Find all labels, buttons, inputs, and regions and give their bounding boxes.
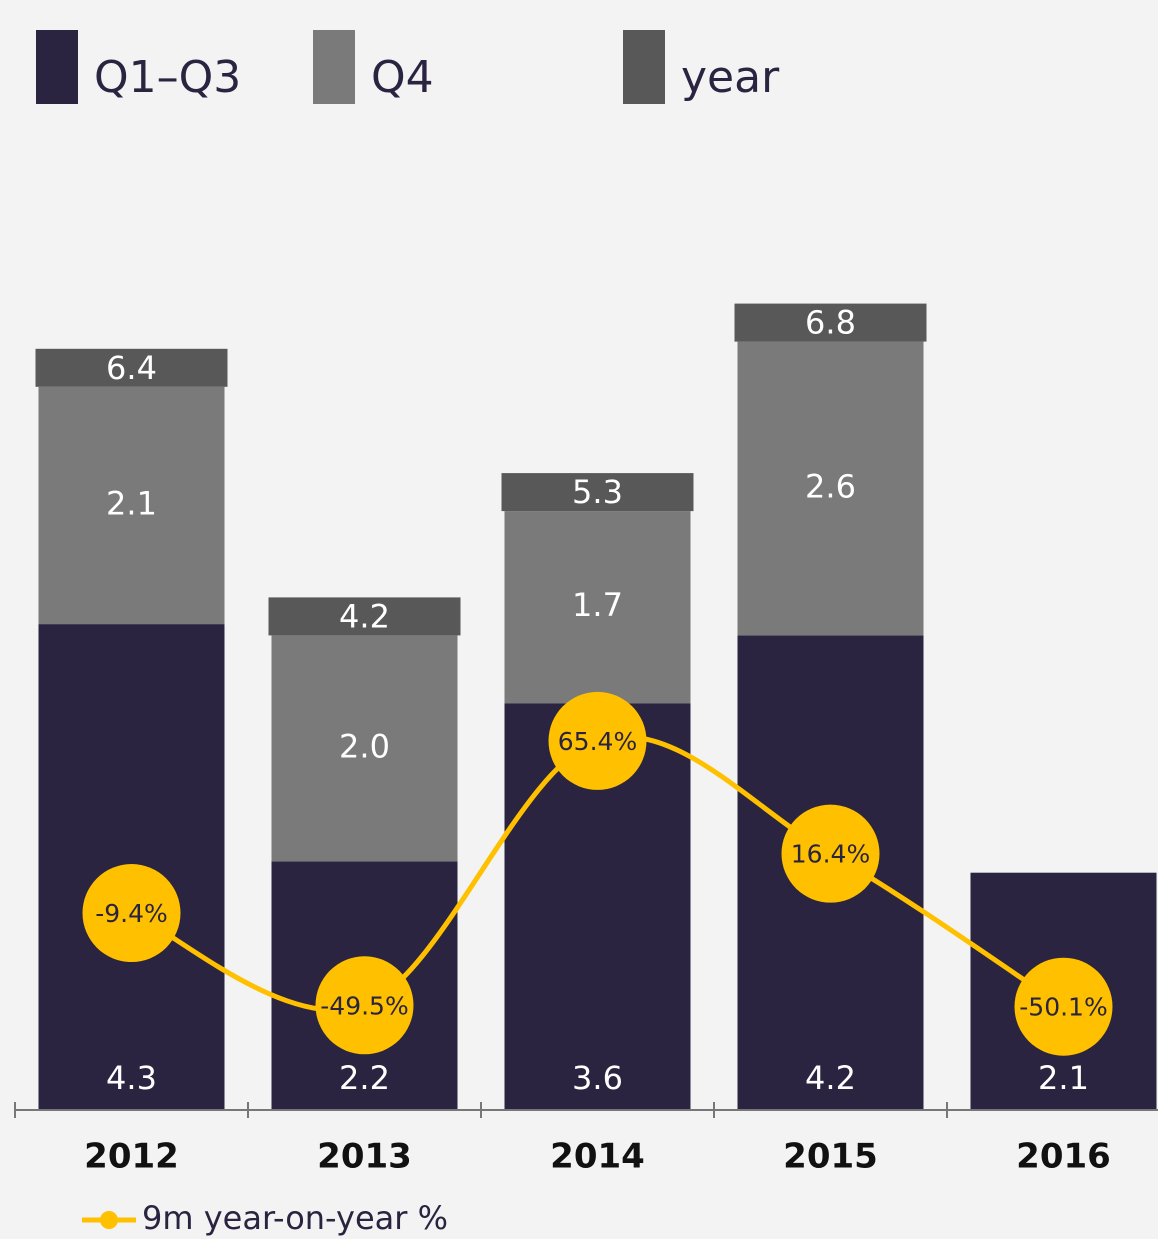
- bar-segment: [504, 511, 691, 704]
- legend-label: Q1–Q3: [94, 52, 241, 103]
- legend-label: Q4: [371, 52, 434, 103]
- legend-marker: [100, 1211, 118, 1229]
- legend-label: year: [681, 52, 780, 103]
- x-tick-label: 2014: [550, 1137, 645, 1177]
- legend-swatch: [313, 30, 355, 104]
- total-box: [501, 473, 694, 512]
- x-tick-label: 2015: [783, 1137, 878, 1177]
- total-box: [734, 303, 927, 342]
- x-tick-label: 2012: [84, 1137, 179, 1177]
- yoy-label: 16.4%: [791, 840, 870, 869]
- total-label: 4.2: [339, 597, 390, 635]
- yoy-marker: [548, 691, 647, 790]
- bar-value-label: 2.1: [1038, 1059, 1089, 1097]
- yoy-marker: [315, 956, 414, 1055]
- total-label: 6.8: [805, 304, 856, 342]
- bar-value-label: 1.7: [572, 586, 623, 624]
- yoy-label: -49.5%: [320, 991, 408, 1020]
- bar-value-label: 4.3: [106, 1059, 157, 1097]
- bar-segment: [737, 341, 924, 636]
- yoy-marker: [781, 804, 880, 903]
- bar-value-label: 2.1: [106, 484, 157, 522]
- yoy-marker: [82, 864, 181, 963]
- legend-swatch: [36, 30, 78, 104]
- bar-segment: [38, 386, 225, 625]
- total-label: 5.3: [572, 473, 623, 511]
- total-box: [35, 348, 228, 387]
- bar-value-label: 2.0: [339, 727, 390, 765]
- total-box: [268, 597, 461, 636]
- x-tick-label: 2013: [317, 1137, 412, 1177]
- legend-swatch: [623, 30, 665, 104]
- yoy-label: -9.4%: [95, 899, 168, 928]
- bar-value-label: 2.2: [339, 1059, 390, 1097]
- yoy-marker: [1014, 957, 1113, 1056]
- yoy-label: 65.4%: [558, 727, 637, 756]
- yoy-label: -50.1%: [1019, 993, 1107, 1022]
- bar-value-label: 3.6: [572, 1059, 623, 1097]
- legend-label: 9m year-on-year %: [142, 1199, 448, 1237]
- x-tick-label: 2016: [1016, 1137, 1111, 1177]
- bar-value-label: 4.2: [805, 1059, 856, 1097]
- bar-value-label: 2.6: [805, 468, 856, 506]
- total-label: 6.4: [106, 349, 157, 387]
- bar-segment: [271, 635, 458, 862]
